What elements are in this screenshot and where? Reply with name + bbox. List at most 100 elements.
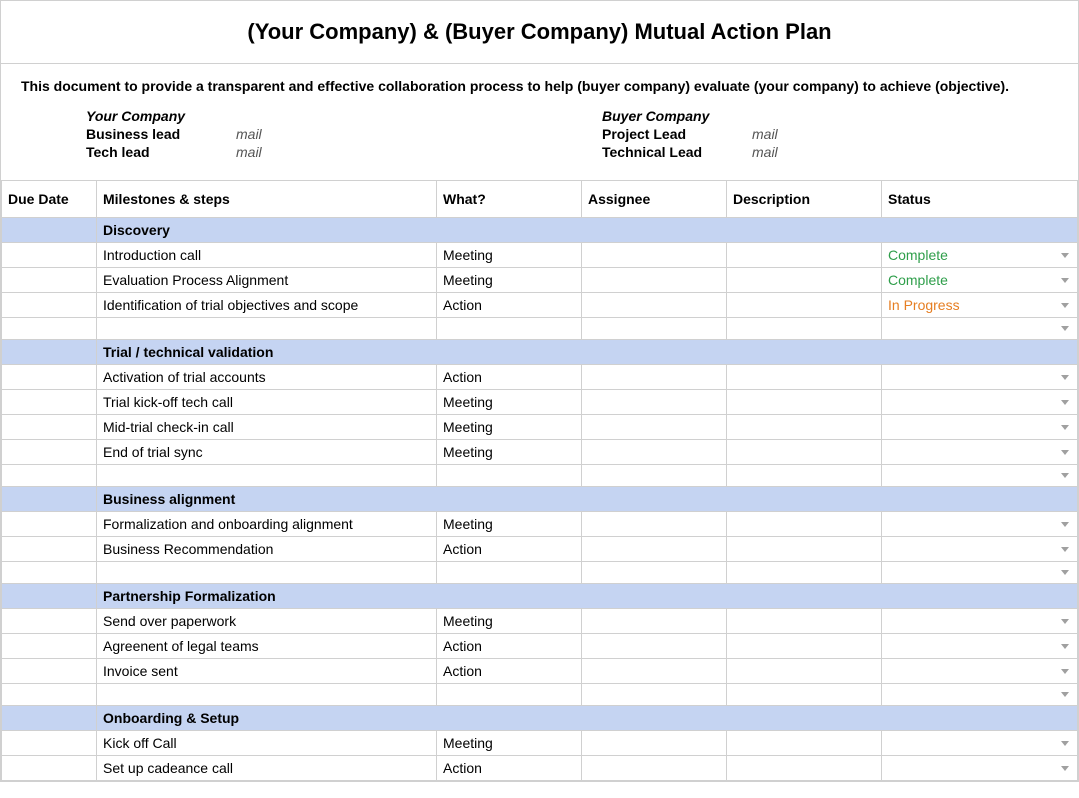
milestone-cell[interactable]: Business Recommendation xyxy=(97,537,437,562)
milestone-cell[interactable]: Send over paperwork xyxy=(97,609,437,634)
assignee-cell[interactable] xyxy=(582,390,727,415)
assignee-cell[interactable] xyxy=(582,512,727,537)
description-cell[interactable] xyxy=(727,609,882,634)
assignee-cell[interactable] xyxy=(582,659,727,684)
what-cell[interactable]: Meeting xyxy=(437,609,582,634)
what-cell[interactable]: Action xyxy=(437,659,582,684)
milestone-cell[interactable]: Agreenent of legal teams xyxy=(97,634,437,659)
status-cell[interactable] xyxy=(882,537,1078,562)
chevron-down-icon xyxy=(1061,570,1069,575)
description-cell[interactable] xyxy=(727,243,882,268)
table-row: Kick off CallMeeting xyxy=(2,731,1078,756)
due-date-cell[interactable] xyxy=(2,634,97,659)
description-cell[interactable] xyxy=(727,512,882,537)
due-date-cell[interactable] xyxy=(2,537,97,562)
status-cell[interactable] xyxy=(882,390,1078,415)
due-date-cell[interactable] xyxy=(2,609,97,634)
due-date-cell[interactable] xyxy=(2,756,97,781)
description-cell[interactable] xyxy=(727,756,882,781)
milestone-cell[interactable]: Trial kick-off tech call xyxy=(97,390,437,415)
status-cell[interactable] xyxy=(882,609,1078,634)
assignee-cell[interactable] xyxy=(582,756,727,781)
table-row: Business RecommendationAction xyxy=(2,537,1078,562)
status-cell[interactable] xyxy=(882,440,1078,465)
due-date-cell[interactable] xyxy=(2,512,97,537)
milestone-cell[interactable]: Identification of trial objectives and s… xyxy=(97,293,437,318)
due-date-cell[interactable] xyxy=(2,268,97,293)
what-cell[interactable]: Meeting xyxy=(437,268,582,293)
due-date-cell[interactable] xyxy=(2,365,97,390)
col-status: Status xyxy=(882,181,1078,218)
assignee-cell[interactable] xyxy=(582,731,727,756)
section-empty-cell xyxy=(2,218,97,243)
status-cell[interactable]: Complete xyxy=(882,243,1078,268)
milestone-cell[interactable]: Set up cadeance call xyxy=(97,756,437,781)
due-date-cell[interactable] xyxy=(2,293,97,318)
table-row: Agreenent of legal teamsAction xyxy=(2,634,1078,659)
assignee-cell[interactable] xyxy=(582,609,727,634)
description-cell[interactable] xyxy=(727,537,882,562)
status-cell[interactable]: Complete xyxy=(882,268,1078,293)
assignee-cell[interactable] xyxy=(582,365,727,390)
milestone-cell[interactable]: Invoice sent xyxy=(97,659,437,684)
description-cell[interactable] xyxy=(727,293,882,318)
what-cell[interactable]: Action xyxy=(437,365,582,390)
what-cell[interactable]: Action xyxy=(437,293,582,318)
milestone-cell[interactable]: Mid-trial check-in call xyxy=(97,415,437,440)
assignee-cell[interactable] xyxy=(582,293,727,318)
your-company-lead2-mail: mail xyxy=(236,144,262,160)
assignee-cell[interactable] xyxy=(582,537,727,562)
assignee-cell[interactable] xyxy=(582,415,727,440)
assignee-cell[interactable] xyxy=(582,440,727,465)
due-date-cell[interactable] xyxy=(2,415,97,440)
what-cell[interactable]: Meeting xyxy=(437,731,582,756)
description-cell[interactable] xyxy=(727,365,882,390)
empty-cell xyxy=(437,318,582,340)
col-due-date: Due Date xyxy=(2,181,97,218)
description-cell[interactable] xyxy=(727,731,882,756)
assignee-cell[interactable] xyxy=(582,634,727,659)
what-cell[interactable]: Action xyxy=(437,537,582,562)
what-cell[interactable]: Meeting xyxy=(437,440,582,465)
status-cell[interactable] xyxy=(882,365,1078,390)
milestone-cell[interactable]: Formalization and onboarding alignment xyxy=(97,512,437,537)
due-date-cell[interactable] xyxy=(2,659,97,684)
empty-cell xyxy=(727,318,882,340)
what-cell[interactable]: Meeting xyxy=(437,243,582,268)
milestone-cell[interactable]: Kick off Call xyxy=(97,731,437,756)
milestone-cell[interactable]: Activation of trial accounts xyxy=(97,365,437,390)
chevron-down-icon xyxy=(1061,692,1069,697)
milestone-cell[interactable]: Evaluation Process Alignment xyxy=(97,268,437,293)
status-cell[interactable] xyxy=(882,634,1078,659)
status-cell[interactable] xyxy=(882,659,1078,684)
description-cell[interactable] xyxy=(727,415,882,440)
description-cell[interactable] xyxy=(727,390,882,415)
what-cell[interactable]: Meeting xyxy=(437,512,582,537)
what-cell[interactable]: Action xyxy=(437,634,582,659)
due-date-cell[interactable] xyxy=(2,390,97,415)
due-date-cell[interactable] xyxy=(2,731,97,756)
what-cell[interactable]: Meeting xyxy=(437,415,582,440)
status-cell[interactable]: In Progress xyxy=(882,293,1078,318)
description-cell[interactable] xyxy=(727,659,882,684)
status-cell[interactable] xyxy=(882,318,1078,340)
status-cell[interactable] xyxy=(882,756,1078,781)
assignee-cell[interactable] xyxy=(582,243,727,268)
assignee-cell[interactable] xyxy=(582,268,727,293)
status-cell[interactable] xyxy=(882,512,1078,537)
status-cell[interactable] xyxy=(882,562,1078,584)
due-date-cell[interactable] xyxy=(2,243,97,268)
due-date-cell[interactable] xyxy=(2,440,97,465)
status-cell[interactable] xyxy=(882,415,1078,440)
milestone-cell[interactable]: End of trial sync xyxy=(97,440,437,465)
status-cell[interactable] xyxy=(882,731,1078,756)
description-cell[interactable] xyxy=(727,268,882,293)
description-cell[interactable] xyxy=(727,634,882,659)
status-cell[interactable] xyxy=(882,684,1078,706)
milestone-cell[interactable]: Introduction call xyxy=(97,243,437,268)
what-cell[interactable]: Meeting xyxy=(437,390,582,415)
what-cell[interactable]: Action xyxy=(437,756,582,781)
empty-cell xyxy=(582,684,727,706)
status-cell[interactable] xyxy=(882,465,1078,487)
description-cell[interactable] xyxy=(727,440,882,465)
